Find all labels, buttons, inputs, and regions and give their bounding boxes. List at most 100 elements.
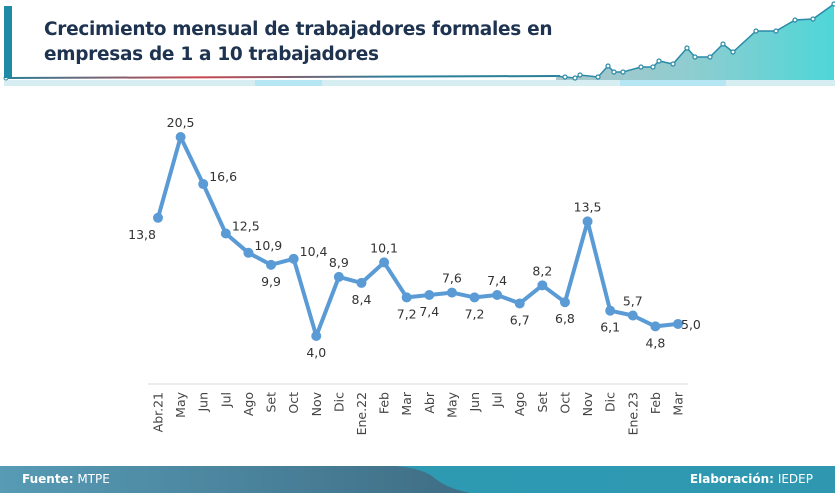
header-bottom-band	[4, 80, 835, 86]
data-label: 8,2	[532, 263, 552, 278]
footer-credit: Elaboración: IEDEP	[690, 472, 813, 486]
data-label: 20,5	[167, 115, 195, 130]
data-point	[379, 257, 390, 268]
header-mini-chart-marker	[656, 58, 662, 64]
data-point	[198, 179, 209, 190]
x-tick-label: May	[173, 391, 188, 417]
data-point	[153, 212, 163, 223]
x-tick-label: Ene.22	[354, 392, 369, 435]
footer-background	[0, 466, 835, 493]
x-tick-label: Mar	[399, 391, 414, 415]
footer-source: Fuente: MTPE	[22, 472, 110, 486]
data-label: 5,7	[623, 293, 643, 308]
header-mini-chart-markers	[562, 1, 835, 81]
x-tick-label: Abr.21	[151, 392, 166, 432]
data-label: 6,7	[510, 312, 530, 327]
footer-left-panel	[0, 466, 470, 493]
header-mini-chart-marker	[577, 72, 583, 78]
data-point	[175, 132, 186, 143]
x-tick-label: Ene.23	[625, 392, 640, 435]
x-tick-label: Dic	[331, 392, 346, 412]
data-point	[356, 277, 367, 288]
data-label: 8,4	[352, 292, 372, 307]
header: Crecimiento mensual de trabajadores form…	[0, 0, 835, 86]
data-label: 7,2	[465, 306, 485, 321]
data-label: 13,5	[574, 199, 602, 214]
x-tick-label: Dic	[603, 392, 618, 412]
data-label: 13,8	[128, 227, 156, 242]
x-tick-label: Mar	[671, 391, 686, 415]
x-tick-label: Nov	[309, 391, 324, 416]
header-mini-chart-marker	[595, 74, 601, 80]
data-point	[311, 331, 322, 341]
chart-title: Crecimiento mensual de trabajadores form…	[44, 17, 564, 67]
header-mini-chart-marker	[684, 45, 690, 51]
data-point	[401, 292, 412, 303]
data-label: 10,1	[370, 240, 398, 255]
header-mini-chart-marker	[611, 69, 617, 75]
data-point	[514, 298, 525, 309]
data-label: 8,9	[329, 255, 349, 270]
data-point	[559, 297, 570, 308]
header-decoration	[3, 1, 835, 86]
data-point	[673, 318, 683, 329]
data-point	[266, 259, 277, 270]
data-point	[537, 280, 548, 291]
data-label: 10,9	[254, 238, 282, 253]
header-mini-chart-marker	[620, 69, 626, 75]
data-label: 4,8	[645, 335, 665, 350]
x-tick-label: Feb	[648, 392, 663, 414]
header-mini-chart-marker	[650, 64, 656, 70]
data-label: 6,8	[555, 311, 575, 326]
header-accent-bar	[4, 6, 12, 78]
x-tick-label: Jun	[467, 392, 482, 413]
data-label: 7,6	[442, 271, 462, 286]
chart-title-line-2: empresas de 1 a 10 trabajadores	[44, 44, 379, 65]
data-point	[605, 305, 616, 316]
x-tick-label: Jul	[218, 392, 233, 408]
footer-credit-label: Elaboración:	[689, 472, 774, 486]
x-tick-label: Ago	[241, 392, 256, 416]
data-point	[333, 271, 344, 282]
x-tick-label: May	[444, 391, 459, 417]
header-mini-chart-line	[555, 3, 835, 79]
x-tick-label: Set	[264, 392, 279, 413]
data-point	[288, 253, 299, 264]
header-bottom-band-highlight	[255, 80, 322, 86]
data-point	[446, 287, 457, 298]
data-label: 9,9	[261, 274, 281, 289]
data-point	[492, 289, 503, 300]
data-label: 12,5	[232, 218, 260, 233]
header-mini-chart-marker	[707, 54, 713, 60]
data-label: 10,4	[300, 244, 328, 259]
header-mini-chart-marker	[831, 1, 835, 7]
header-underline	[5, 75, 561, 79]
data-point	[424, 289, 435, 300]
x-tick-label: Set	[535, 392, 550, 413]
header-mini-chart-marker	[730, 49, 736, 55]
footer-source-value: MTPE	[77, 472, 110, 486]
footer-source-label: Fuente:	[22, 472, 74, 486]
header-mini-chart-marker	[605, 63, 611, 69]
header-mini-chart-marker	[638, 64, 644, 70]
chart-title-line-1: Crecimiento mensual de trabajadores form…	[44, 19, 553, 40]
series-line	[156, 135, 680, 338]
data-label: 7,2	[397, 306, 417, 321]
data-label: 7,4	[419, 304, 439, 319]
x-tick-label: Abr	[422, 391, 437, 413]
data-label: 16,6	[209, 169, 237, 184]
header-mini-chart-marker	[692, 54, 698, 60]
data-point	[243, 247, 254, 258]
header-mini-chart-area	[556, 4, 834, 80]
data-label: 6,1	[600, 320, 620, 335]
header-mini-chart-marker	[572, 75, 578, 81]
data-label: 7,4	[487, 273, 507, 288]
x-axis-tick-labels: Abr.21 May Jun Jul Ago Set Oct Nov Dic Ene.22 Feb M…	[151, 391, 686, 435]
header-mini-chart-marker	[773, 28, 779, 34]
x-tick-label: Ago	[512, 392, 527, 416]
data-point	[469, 292, 480, 303]
x-tick-label: Oct	[286, 392, 301, 414]
x-tick-label: Oct	[557, 392, 572, 414]
x-tick-label: Feb	[377, 392, 392, 414]
data-label: 4,0	[306, 345, 326, 360]
